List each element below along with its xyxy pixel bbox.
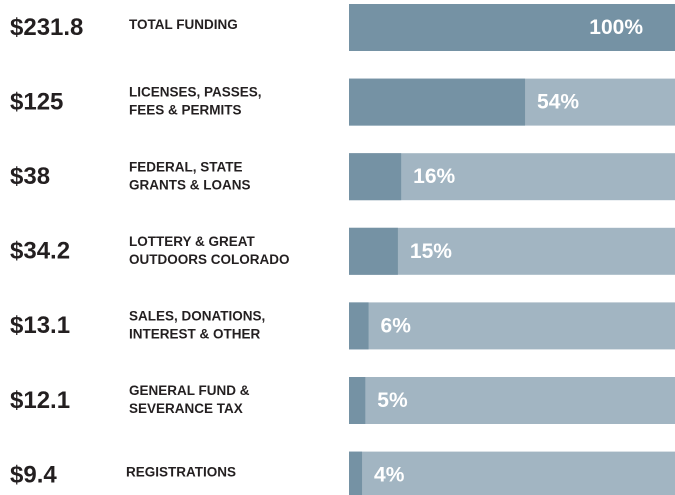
- category-label: TOTAL FUNDING: [129, 17, 238, 32]
- category-label: GRANTS & LOANS: [129, 177, 251, 192]
- value-label: 15%: [410, 240, 452, 263]
- value-label: 4%: [374, 464, 405, 487]
- amount-label: $34.2: [10, 238, 70, 265]
- bar: [349, 227, 398, 275]
- bar-track: [349, 227, 675, 275]
- amount-label: $38: [10, 163, 50, 190]
- bar: [349, 4, 675, 51]
- category-label: FEDERAL, STATE: [129, 159, 243, 174]
- bar-track: [349, 451, 675, 495]
- value-label: 6%: [381, 314, 412, 337]
- category-label: REGISTRATIONS: [126, 465, 236, 480]
- amount-label: $12.1: [10, 387, 70, 414]
- bar: [349, 302, 369, 350]
- bar: [349, 78, 526, 126]
- amount-label: $13.1: [10, 312, 70, 339]
- amount-label: $231.8: [10, 14, 83, 41]
- value-label: 5%: [377, 389, 408, 412]
- bar-track: [349, 377, 675, 424]
- bar-track: [349, 153, 675, 201]
- amount-label: $9.4: [10, 461, 57, 488]
- bar-track: [349, 302, 675, 350]
- value-label: 100%: [589, 16, 643, 39]
- category-label: SALES, DONATIONS,: [129, 308, 265, 323]
- category-label: GENERAL FUND &: [129, 383, 250, 398]
- amount-label: $125: [10, 88, 63, 115]
- value-label: 16%: [413, 165, 455, 188]
- category-label: INTEREST & OTHER: [129, 326, 261, 341]
- bar: [349, 377, 366, 424]
- category-label: OUTDOORS COLORADO: [129, 252, 290, 267]
- category-label: FEES & PERMITS: [129, 103, 242, 118]
- category-label: LICENSES, PASSES,: [129, 85, 262, 100]
- bar: [349, 451, 363, 495]
- category-label: SEVERANCE TAX: [129, 401, 243, 416]
- bar: [349, 153, 402, 201]
- value-label: 54%: [537, 91, 579, 114]
- category-label: LOTTERY & GREAT: [129, 234, 256, 249]
